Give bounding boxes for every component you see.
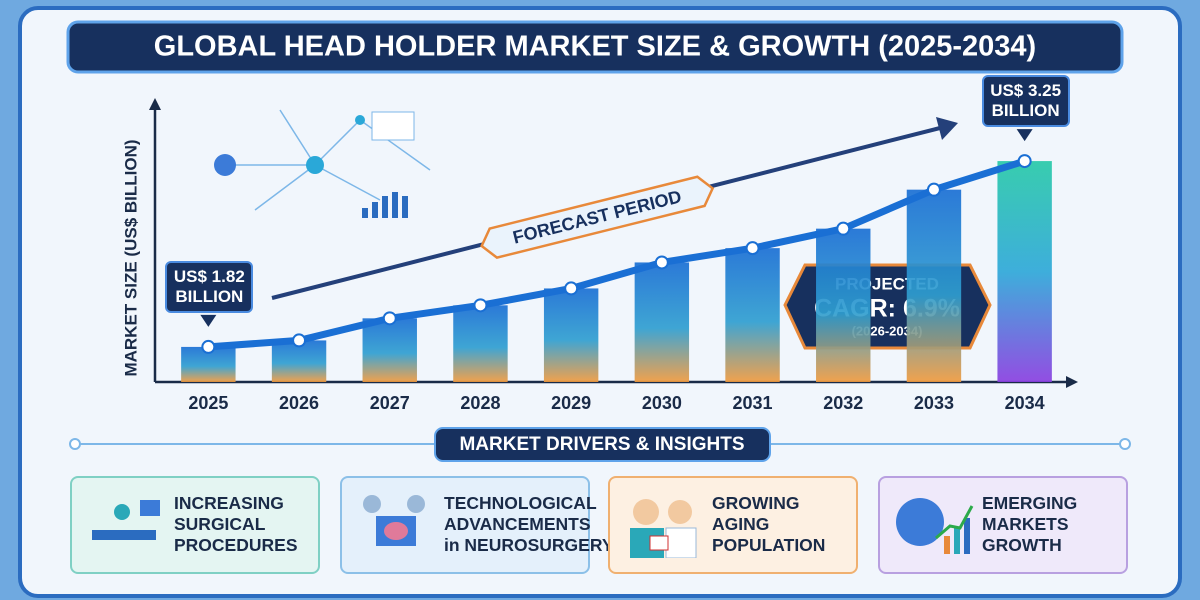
trend-point [654, 255, 669, 270]
mini-bars [362, 192, 408, 218]
bar [634, 262, 690, 382]
forecast-shape [480, 175, 715, 260]
y-axis-label: MARKET SIZE (US$ BILLION) [121, 139, 140, 376]
y-axis-arrow [149, 98, 161, 110]
x-tick-label: 2030 [642, 393, 682, 413]
card-line: INCREASING [174, 493, 284, 513]
divider-dot [69, 438, 81, 450]
x-tick-label: 2027 [370, 393, 410, 413]
x-tick-label: 2025 [188, 393, 228, 413]
value-label-pointer [200, 314, 217, 327]
card-line: TECHNOLOGICAL [444, 493, 597, 513]
chart-title: GLOBAL HEAD HOLDER MARKET SIZE & GROWTH … [154, 31, 1036, 63]
trend-line [204, 157, 1029, 351]
card-line: POPULATION [712, 535, 826, 555]
card-line: in NEUROSURGERY [444, 535, 614, 555]
driver-card: GROWING AGING POPULATION [608, 476, 858, 574]
x-tick-label: 2029 [551, 393, 591, 413]
card-line: MARKETS [982, 514, 1069, 534]
value-label-pointer [1016, 129, 1033, 142]
trend-point [1017, 154, 1032, 169]
bar [816, 228, 871, 382]
x-tick-label: 2034 [1005, 393, 1045, 413]
trend-point [564, 281, 579, 296]
card-line: GROWING [712, 493, 800, 513]
card-text: EMERGING MARKETS GROWTH [982, 493, 1077, 556]
card-line: AGING [712, 514, 770, 534]
card-line: PROCEDURES [174, 535, 298, 555]
drivers-header-box [434, 427, 771, 462]
divider-dot [1119, 438, 1131, 450]
card-text: TECHNOLOGICAL ADVANCEMENTS in NEUROSURGERY [444, 493, 614, 556]
card-text: GROWING AGING POPULATION [712, 493, 825, 556]
x-tick-label: 2032 [823, 393, 863, 413]
trend-point [201, 339, 216, 354]
trend-point [292, 333, 307, 348]
x-axis-arrow [1066, 376, 1078, 388]
card-icon [630, 499, 697, 558]
network-node [214, 154, 236, 176]
card-line: EMERGING [982, 493, 1078, 513]
x-tick-label: 2033 [914, 393, 954, 413]
network-node [355, 115, 365, 125]
forecast-arrowhead [936, 117, 958, 140]
x-tick-label: 2026 [279, 393, 319, 413]
bar [997, 161, 1052, 382]
bar [906, 189, 962, 382]
card-line: GROWTH [982, 535, 1062, 555]
title-box [66, 20, 1124, 74]
bar [725, 248, 780, 382]
card-icon [896, 498, 974, 554]
drivers-title: MARKET DRIVERS & INSIGHTS [459, 434, 744, 455]
network-node [306, 156, 324, 174]
trend-point [382, 311, 397, 326]
x-tick-label: 2028 [460, 393, 500, 413]
x-tick-label: 2031 [733, 393, 773, 413]
card-line: ADVANCEMENTS [444, 514, 591, 534]
driver-card: EMERGING MARKETS GROWTH [878, 476, 1128, 574]
mini-chart [371, 111, 415, 141]
driver-card: INCREASING SURGICAL PROCEDURES [70, 476, 320, 574]
trend-point [926, 182, 941, 197]
value-label: US$ 1.82 BILLION [165, 260, 254, 313]
bar [453, 305, 508, 382]
trend-point [473, 298, 488, 313]
value-label: US$ 3.25 BILLION [981, 75, 1070, 128]
bar [543, 288, 599, 382]
driver-card: TECHNOLOGICAL ADVANCEMENTS in NEUROSURGERY [340, 476, 614, 574]
frame [18, 6, 1182, 598]
card-icon [92, 500, 160, 540]
trend-point [836, 221, 851, 236]
card-line: SURGICAL [174, 514, 266, 534]
bar [362, 318, 417, 382]
trend-point [745, 241, 760, 256]
card-icon [363, 495, 425, 546]
card-text: INCREASING SURGICAL PROCEDURES [174, 493, 298, 556]
